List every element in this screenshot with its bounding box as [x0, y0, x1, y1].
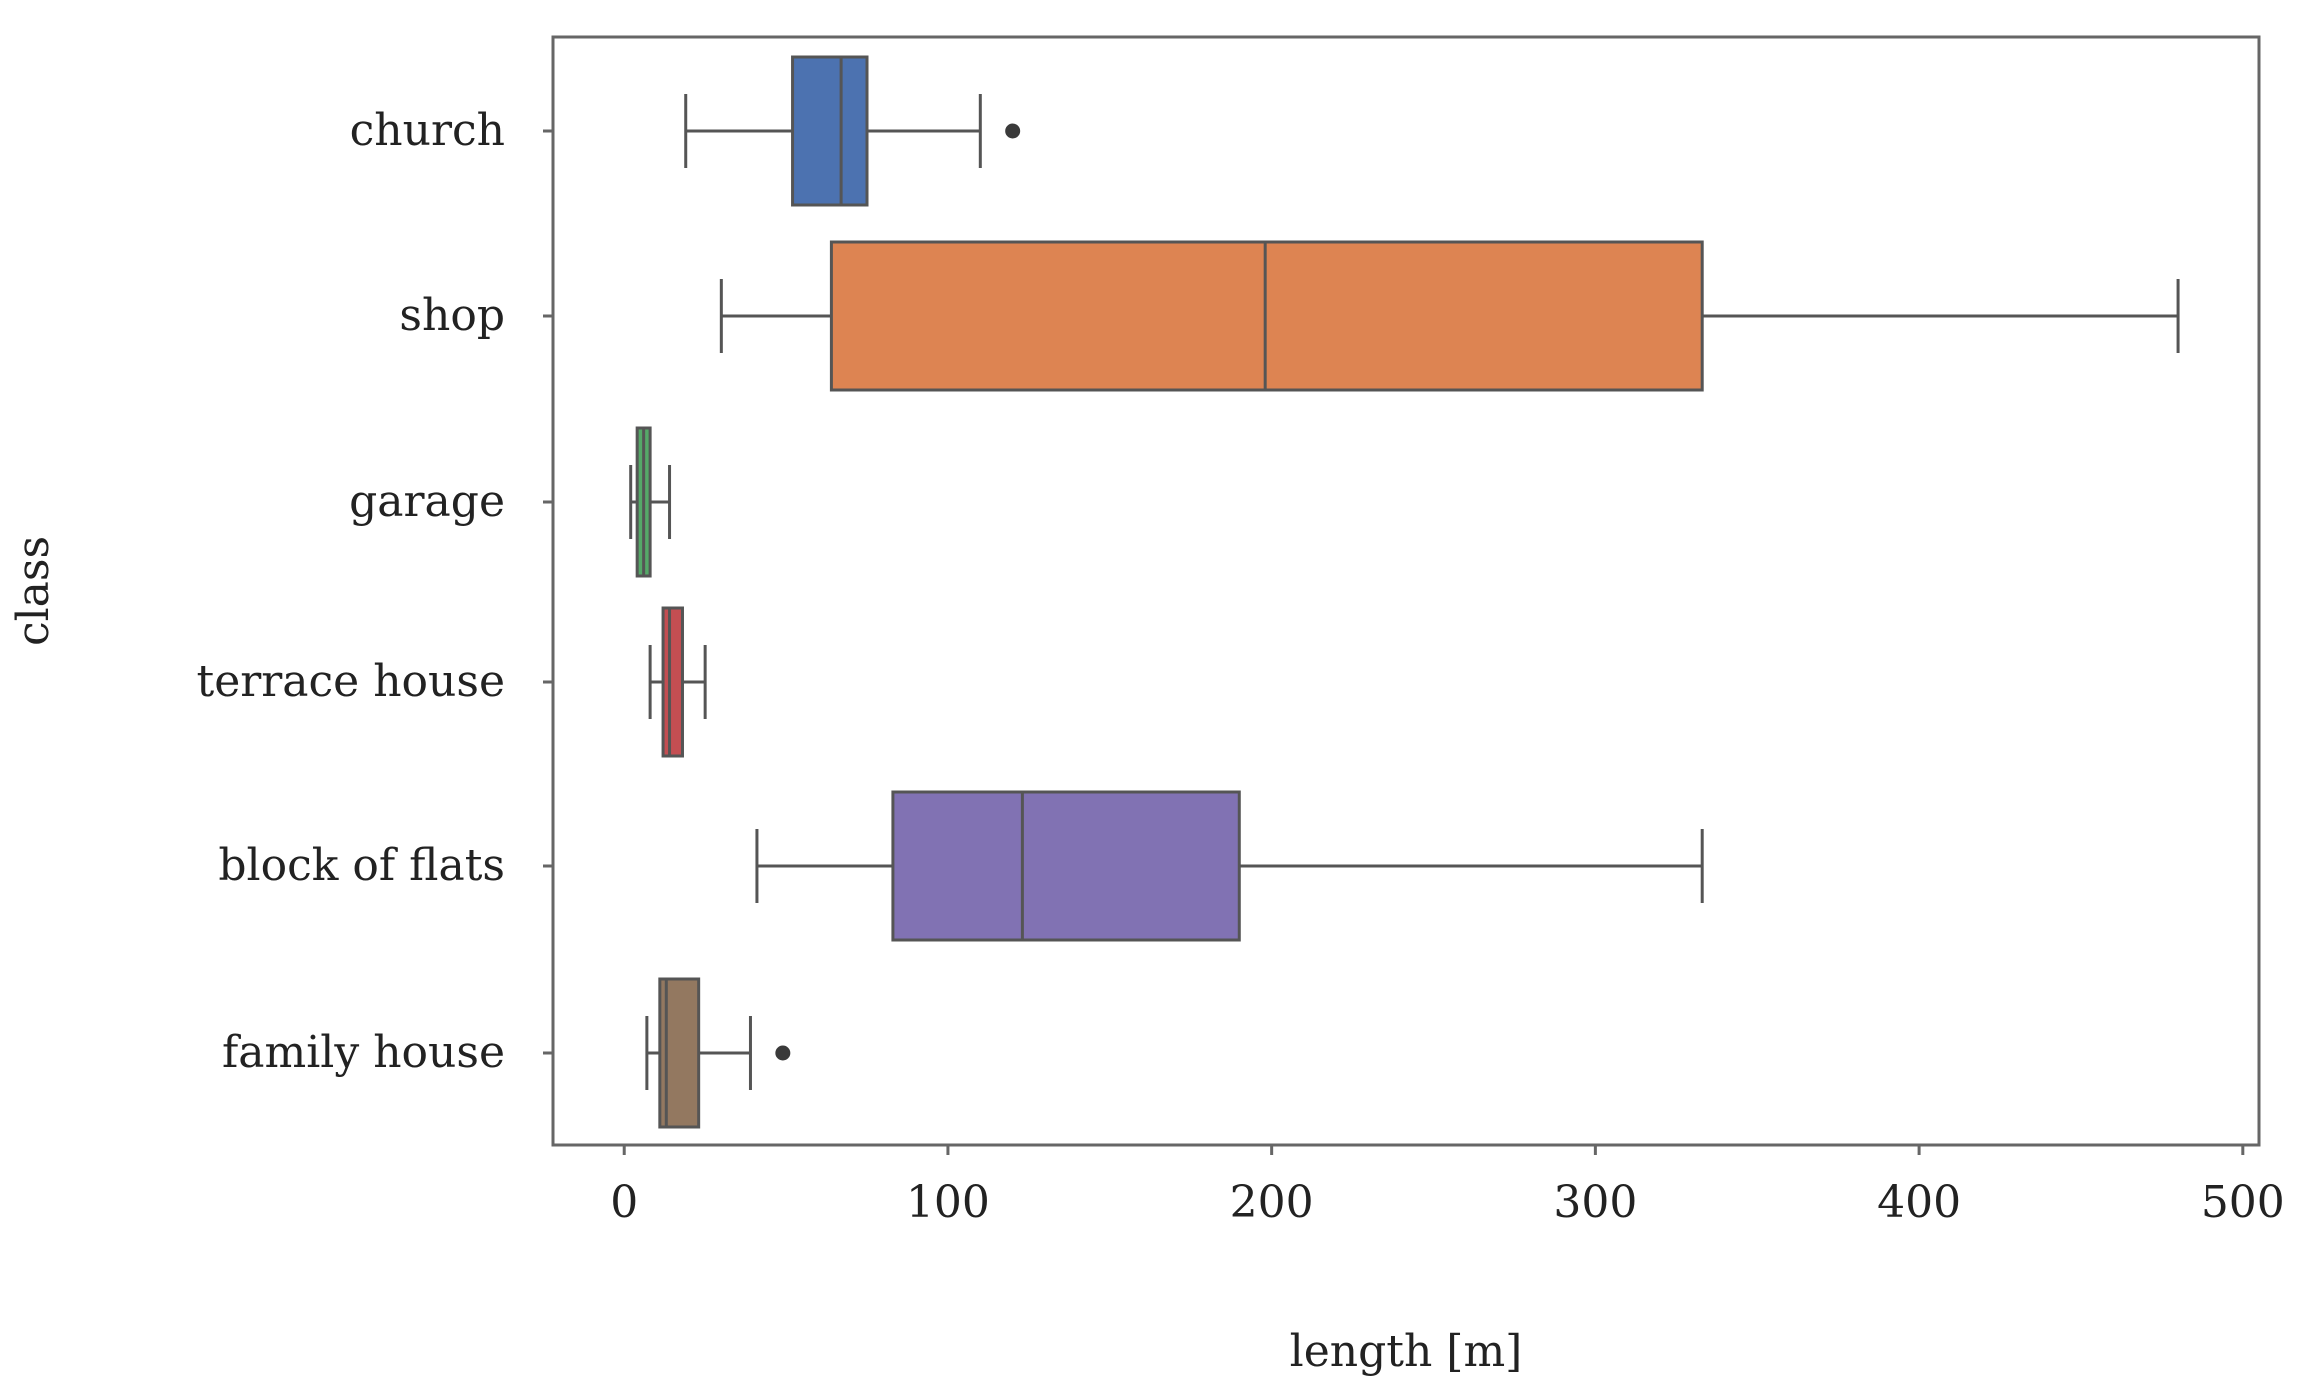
y-tick-label-block-of-flats: block of flats	[218, 840, 505, 891]
y-tick-label-shop: shop	[399, 290, 505, 341]
x-tick-label-300: 300	[1553, 1177, 1637, 1228]
box-group-shop	[719, 240, 2180, 392]
box-group-family-house	[645, 977, 791, 1129]
x-axis: 0 100 200 300 400 500	[610, 1145, 2285, 1228]
x-axis-title: length [m]	[1290, 1326, 1523, 1377]
y-axis: church shop garage terrace house block of fl…	[197, 105, 553, 1078]
box-block-of-flats	[891, 790, 1241, 942]
box-terrace-house	[661, 606, 684, 758]
box-group-block-of-flats	[755, 790, 1704, 942]
box-group-terrace-house	[648, 606, 707, 758]
x-tick-label-400: 400	[1877, 1177, 1961, 1228]
plot-frame	[551, 35, 2261, 1147]
box-shop	[829, 240, 1704, 392]
outlier-family-house-0	[775, 1045, 791, 1061]
x-tick-label-100: 100	[906, 1177, 990, 1228]
y-tick-label-family-house: family house	[222, 1027, 505, 1078]
x-tick-label-500: 500	[2201, 1177, 2285, 1228]
boxes-layer	[629, 55, 2180, 1129]
y-tick-label-terrace-house: terrace house	[197, 656, 505, 707]
outlier-church-0	[1005, 123, 1021, 139]
x-tick-label-0: 0	[610, 1177, 638, 1228]
y-axis-title: class	[8, 536, 59, 646]
box-group-church	[684, 55, 1021, 207]
box-group-garage	[629, 426, 672, 578]
box-church	[791, 55, 869, 207]
y-tick-label-church: church	[350, 105, 505, 156]
x-tick-label-200: 200	[1230, 1177, 1314, 1228]
y-tick-label-garage: garage	[349, 476, 505, 527]
